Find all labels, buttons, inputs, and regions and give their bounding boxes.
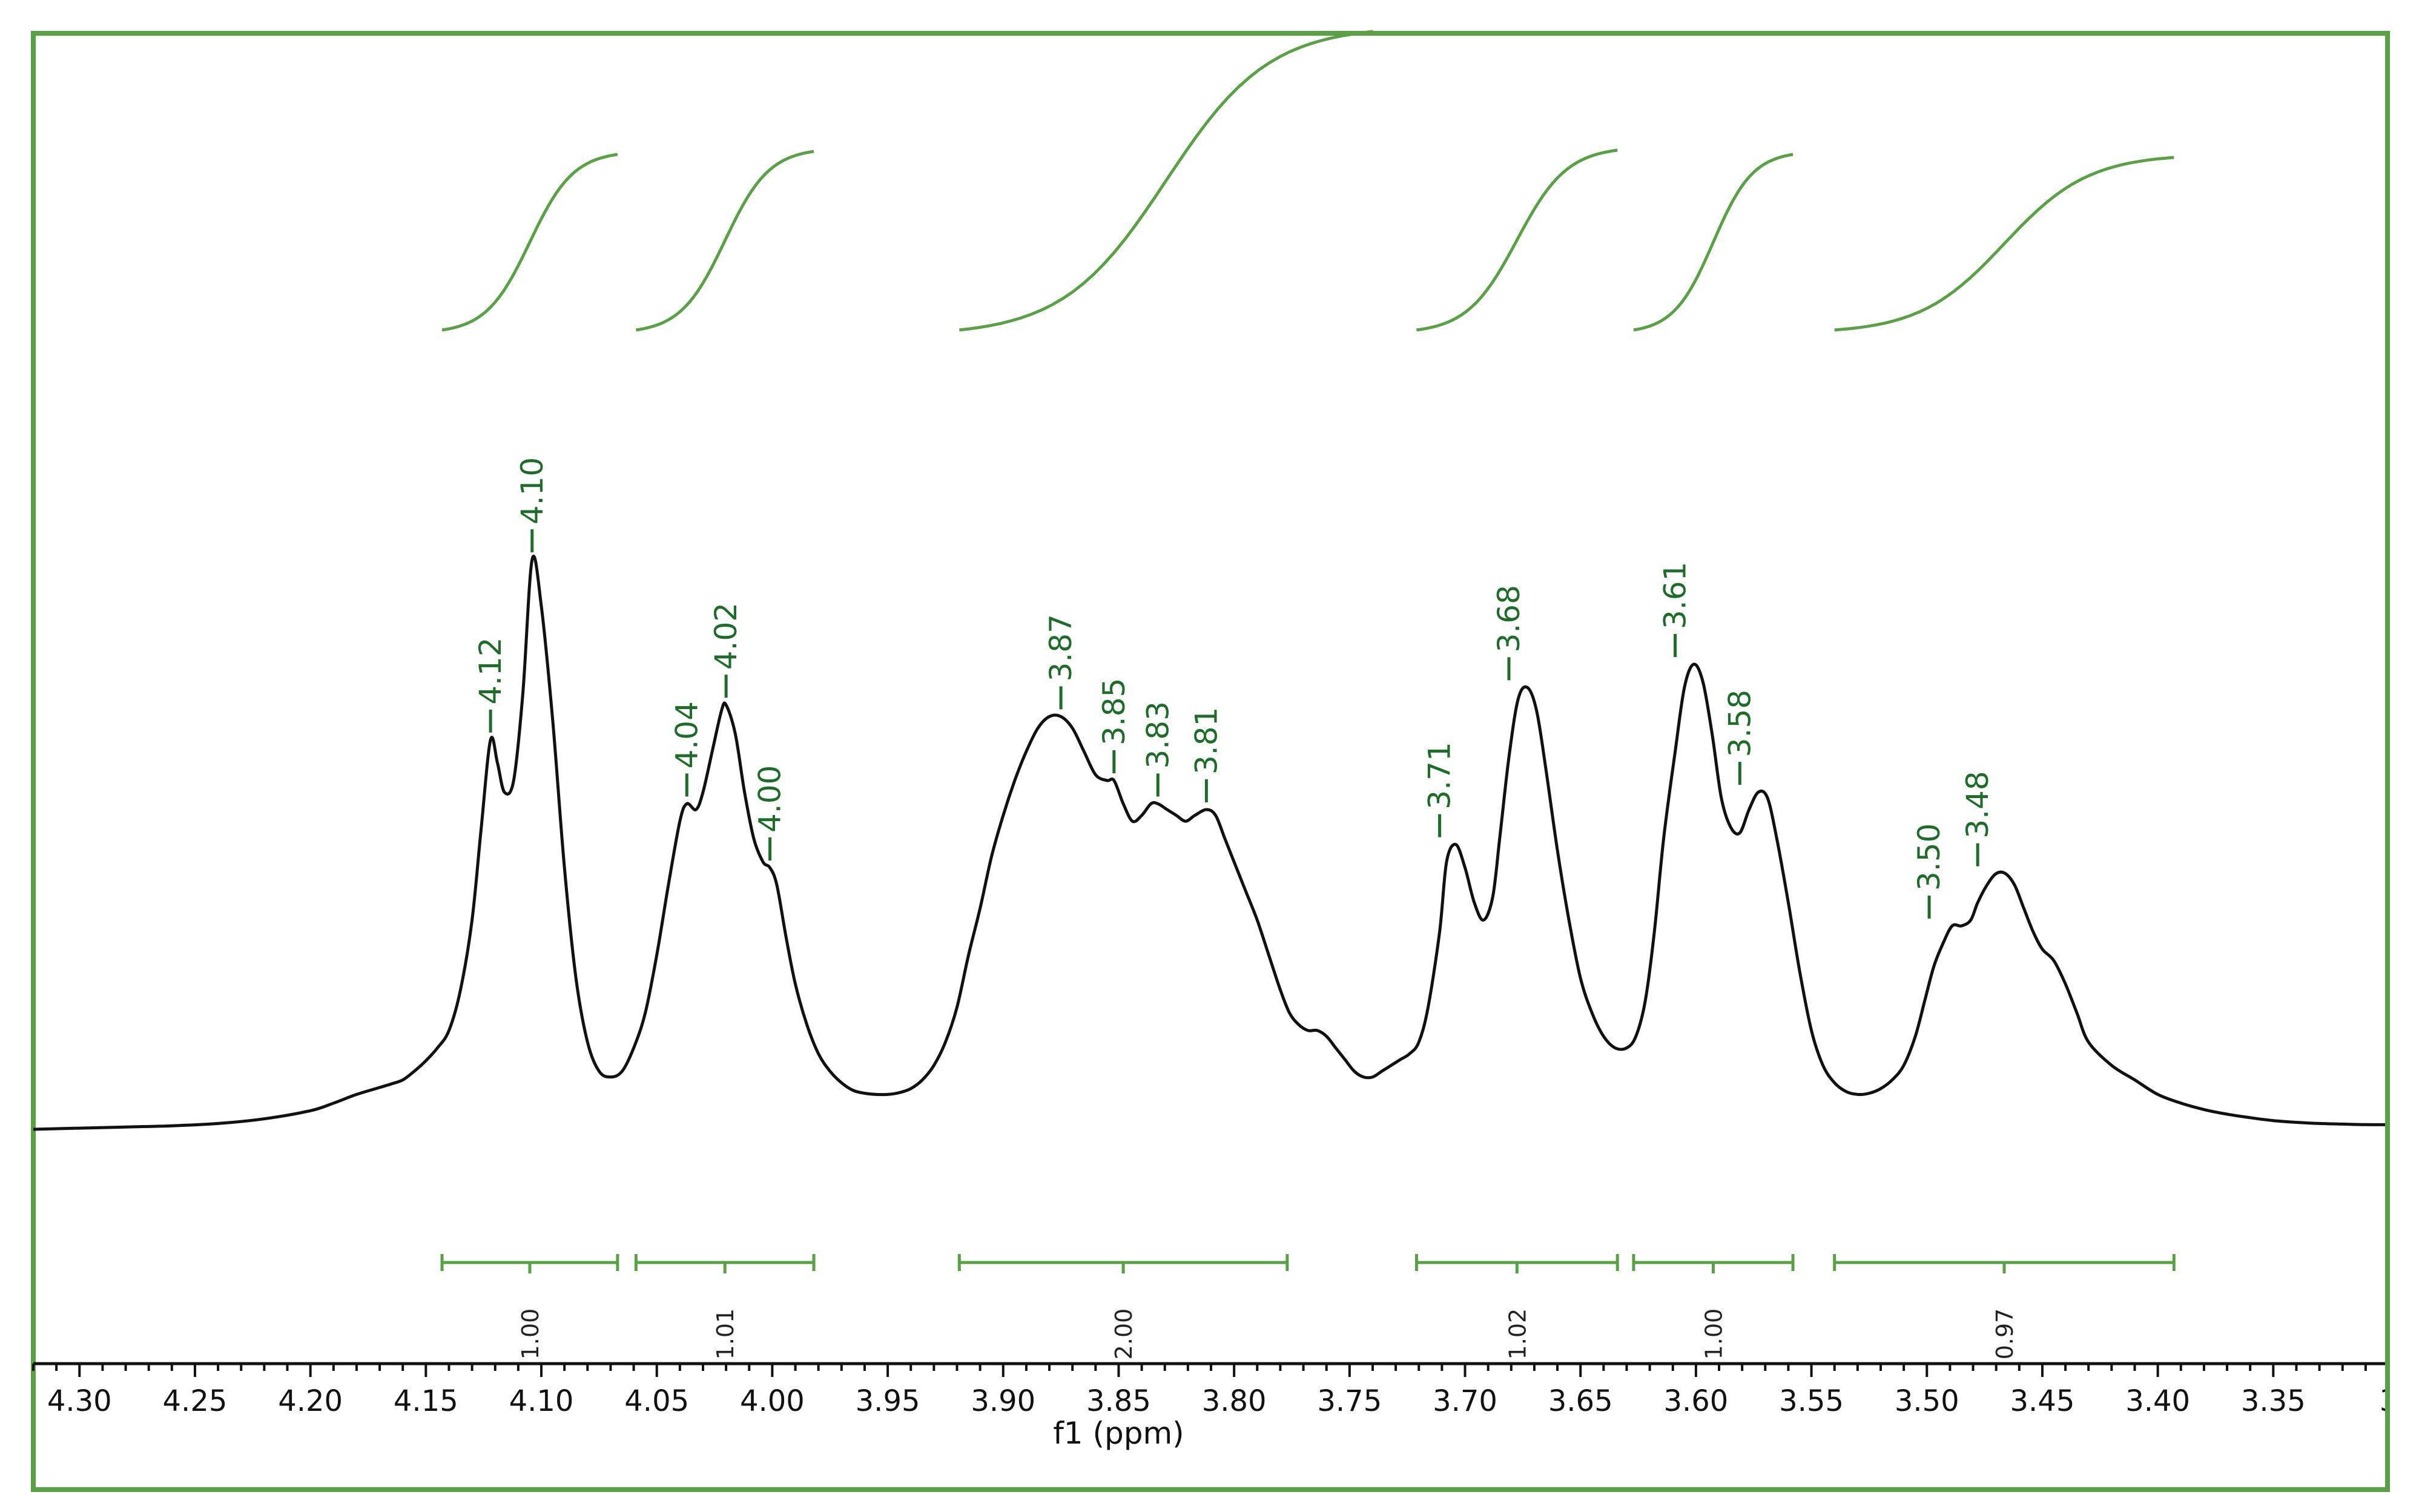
peak-label: 3.87: [1043, 614, 1078, 681]
peak-label: 3.48: [1960, 771, 1995, 838]
x-tick-label: 3.65: [1548, 1384, 1613, 1418]
x-tick-label: 3.40: [2125, 1384, 2190, 1418]
integral-value: 0.97: [1992, 1309, 2018, 1360]
x-tick-label: 4.25: [163, 1384, 228, 1418]
integral-value: 2.00: [1110, 1309, 1137, 1360]
integral-value: 1.00: [1700, 1309, 1727, 1360]
x-axis-title: f1 (ppm): [1053, 1416, 1184, 1451]
x-tick-label: 4.15: [394, 1384, 458, 1418]
x-tick-label: 3.35: [2241, 1384, 2306, 1418]
integral-value: 1.02: [1504, 1309, 1531, 1360]
x-tick-label: 3.80: [1202, 1384, 1267, 1418]
x-tick-label: 4.05: [624, 1384, 689, 1418]
x-tick-label: 4.30: [47, 1384, 112, 1418]
edge-mask: [2390, 0, 2419, 1512]
integral-curve: [1416, 148, 1618, 332]
peak-label: 3.50: [1912, 824, 1947, 891]
x-tick-label: 3.45: [2010, 1384, 2075, 1418]
integral-curve: [441, 153, 618, 332]
peak-label: 3.83: [1140, 701, 1175, 768]
peak-label: 3.61: [1658, 562, 1693, 629]
x-tick-label: 4.00: [740, 1384, 805, 1418]
peak-label: 4.04: [669, 701, 704, 768]
peak-label: 4.00: [753, 765, 788, 833]
integral-value: 1.00: [517, 1309, 544, 1360]
x-tick-label: 3.85: [1086, 1384, 1151, 1418]
integral-curve: [635, 150, 814, 332]
peak-label: 4.02: [708, 602, 744, 670]
x-tick-label: 3.70: [1433, 1384, 1497, 1418]
x-tick-label: 4.10: [509, 1384, 574, 1418]
peak-label: 3.85: [1097, 678, 1132, 745]
x-tick-label: 3.50: [1895, 1384, 1959, 1418]
peak-label: 3.58: [1722, 690, 1757, 757]
x-tick-label: 3.55: [1779, 1384, 1844, 1418]
peak-label: 3.68: [1491, 585, 1526, 652]
x-tick-label: 3.75: [1317, 1384, 1382, 1418]
peak-label: 4.10: [515, 457, 550, 524]
x-tick-label: 3.90: [971, 1384, 1035, 1418]
spectrum-line: [33, 554, 2389, 1131]
peak-label: 3.81: [1189, 707, 1224, 774]
x-tick-label: 4.20: [278, 1384, 343, 1418]
peak-label: 4.12: [473, 637, 508, 704]
x-tick-label: 3.95: [856, 1384, 920, 1418]
integral-curve: [1633, 153, 1794, 332]
x-tick-label: 3.60: [1663, 1384, 1728, 1418]
integral-value: 1.01: [712, 1309, 739, 1360]
integral-curve: [959, 30, 1373, 332]
peak-label: 3.71: [1422, 742, 1457, 809]
integral-curve: [1834, 156, 2174, 332]
